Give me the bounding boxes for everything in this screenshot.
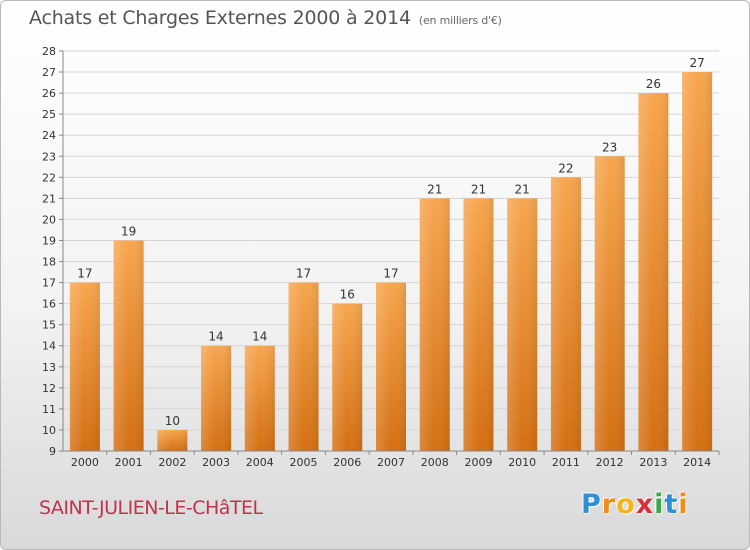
logo-letter: i	[678, 489, 689, 520]
x-tick-label: 2011	[552, 456, 580, 469]
bar-shade	[507, 198, 538, 451]
bar-shade	[638, 93, 669, 452]
data-label: 27	[689, 56, 704, 70]
data-label: 10	[165, 414, 180, 428]
x-tick-label: 2005	[290, 456, 318, 469]
y-tick-label: 12	[42, 382, 56, 395]
bar-shade	[419, 198, 450, 451]
bar-shade	[463, 198, 494, 451]
data-label: 22	[558, 161, 573, 175]
y-tick-label: 25	[42, 108, 56, 121]
y-tick-label: 11	[42, 403, 56, 416]
data-label: 19	[121, 224, 136, 238]
place-name: SAINT-JULIEN-LE-CHâTEL	[39, 497, 263, 519]
x-tick-label: 2014	[683, 456, 711, 469]
x-tick-label: 2008	[421, 456, 449, 469]
y-tick-label: 15	[42, 319, 56, 332]
logo-letter: P	[581, 489, 602, 520]
x-tick-label: 2002	[158, 456, 186, 469]
data-label: 21	[515, 182, 530, 196]
data-label: 17	[77, 267, 92, 281]
x-tick-label: 2006	[333, 456, 361, 469]
data-label: 21	[427, 182, 442, 196]
y-tick-label: 10	[42, 424, 56, 437]
bar-shade	[201, 345, 232, 451]
bar-shade	[376, 282, 406, 451]
y-tick-label: 26	[42, 87, 56, 100]
y-tick-label: 21	[42, 192, 56, 205]
bars-group: 17 19 10 14 14 17 16 17 21 21 21 22 23 26 27	[69, 56, 713, 452]
bar-shade	[288, 282, 319, 451]
y-tick-label: 24	[42, 129, 56, 142]
x-tick-label: 2007	[377, 456, 405, 469]
data-label: 21	[471, 182, 486, 196]
bar-shade	[332, 303, 363, 451]
data-label: 17	[383, 267, 398, 281]
bar-shade	[69, 282, 100, 451]
logo-letter: x	[635, 489, 655, 520]
y-tick-label: 17	[42, 277, 56, 290]
bar-shade	[113, 240, 144, 451]
y-tick-label: 16	[42, 298, 56, 311]
y-tick-label: 13	[42, 361, 56, 374]
x-tick-label: 2000	[71, 456, 99, 469]
proxiti-logo: Proxiti	[581, 489, 689, 520]
bar-shade	[157, 429, 188, 451]
x-tick-label: 2009	[464, 456, 492, 469]
x-tick-label: 2013	[639, 456, 667, 469]
logo-letter: i	[654, 489, 665, 520]
y-tick-label: 22	[42, 171, 56, 184]
bar-shade	[244, 345, 275, 451]
x-tick-label: 2010	[508, 456, 536, 469]
y-tick-label: 9	[49, 445, 56, 458]
x-tick-label: 2003	[202, 456, 230, 469]
data-label: 16	[340, 288, 355, 302]
data-label: 14	[252, 330, 267, 344]
y-tick-label: 19	[42, 234, 56, 247]
bar-shade	[682, 72, 713, 451]
y-tick-label: 18	[42, 256, 56, 269]
bar-shade	[550, 177, 581, 451]
x-tick-label: 2004	[246, 456, 274, 469]
title-unit: (en milliers d'€)	[418, 14, 502, 27]
logo-letter: r	[601, 489, 617, 520]
logo-letter: o	[616, 489, 636, 520]
chart-title: Achats et Charges Externes 2000 à 2014 (e…	[29, 7, 502, 29]
title-text: Achats et Charges Externes 2000 à 2014	[29, 7, 411, 29]
data-label: 17	[296, 267, 311, 281]
logo-letter: t	[664, 489, 679, 520]
x-tick-label: 2001	[115, 456, 143, 469]
y-tick-label: 27	[42, 66, 56, 79]
data-label: 26	[646, 77, 661, 91]
y-tick-label: 20	[42, 213, 56, 226]
y-tick-label: 28	[42, 45, 56, 58]
bar-shade	[594, 156, 625, 451]
x-tick-label: 2012	[596, 456, 624, 469]
y-tick-label: 14	[42, 340, 56, 353]
data-label: 14	[208, 330, 223, 344]
data-label: 23	[602, 140, 617, 154]
y-tick-label: 23	[42, 150, 56, 163]
axes-group: 9 10 11 12 13 14 15 16 17 18 19 20 21 22 23 24 25 26 27 28 2…	[42, 45, 720, 469]
